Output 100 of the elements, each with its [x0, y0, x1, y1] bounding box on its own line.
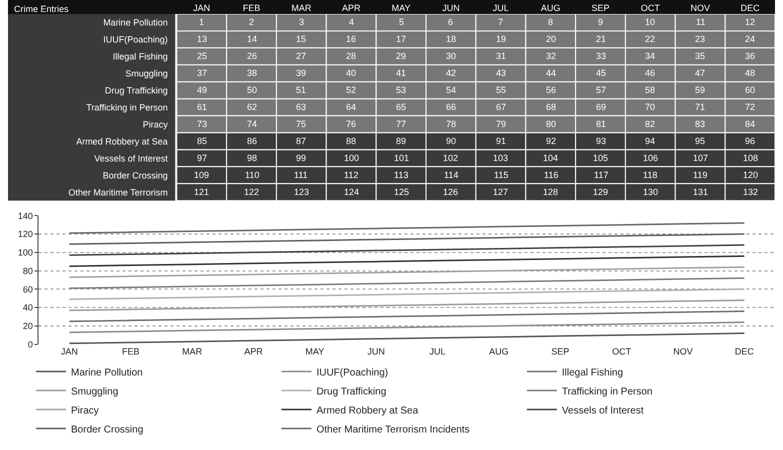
line-series [68, 310, 746, 322]
data-label: 42 [446, 68, 456, 78]
y-tick-label: 80 [22, 266, 33, 276]
data-label: 61 [197, 102, 208, 112]
data-label: 114 [444, 170, 458, 180]
x-tick-label: AUG [489, 346, 509, 356]
data-label: 14 [247, 34, 258, 44]
data-label: 39 [296, 68, 306, 78]
data-label: 17 [396, 34, 406, 44]
x-tick-label: AUG [540, 3, 560, 14]
data-label: 28 [346, 51, 356, 61]
data-label: 96 [745, 136, 756, 146]
data-label: 121 [194, 187, 210, 197]
data-label: 116 [544, 170, 558, 180]
data-label: 130 [643, 187, 658, 197]
x-tick-label: APR [342, 3, 361, 14]
data-label: 82 [645, 119, 656, 129]
y-tick-label: 0 [28, 339, 33, 350]
data-label: 19 [496, 34, 506, 44]
data-label: 112 [344, 170, 358, 180]
data-label: 120 [743, 170, 758, 180]
data-label: 119 [693, 170, 708, 180]
data-label: 122 [244, 187, 260, 197]
legend-label: Other Maritime Terrorism Incidents [316, 424, 470, 436]
data-label: 57 [596, 85, 606, 95]
data-label: 56 [546, 85, 556, 95]
data-label: 25 [197, 51, 208, 61]
y-tick-label: Other Maritime Terrorism [68, 187, 168, 198]
x-tick-label: NOV [690, 3, 710, 14]
x-tick-label: JUL [492, 3, 509, 14]
data-label: 127 [493, 187, 508, 197]
x-tick-label: FEB [122, 346, 140, 356]
data-label: 37 [197, 68, 208, 78]
data-label: 64 [346, 102, 356, 112]
x-tick-label: NOV [673, 346, 693, 356]
data-label: 10 [645, 17, 656, 27]
data-label: 16 [346, 34, 356, 44]
legend-label: Vessels of Interest [562, 405, 644, 416]
data-label: 128 [543, 187, 558, 197]
data-label: 115 [494, 170, 508, 180]
data-label: 8 [548, 17, 554, 27]
data-label: 6 [448, 17, 454, 27]
data-label: 59 [695, 85, 706, 95]
data-label: 86 [247, 136, 258, 146]
data-label: 68 [546, 102, 556, 112]
data-label: 38 [247, 68, 258, 78]
data-label: 113 [394, 170, 408, 180]
data-label: 93 [596, 136, 606, 146]
data-label: 79 [496, 119, 506, 129]
x-tick-label: FEB [242, 3, 260, 14]
data-label: 29 [396, 51, 406, 61]
data-label: 87 [296, 136, 306, 146]
legend-label: Illegal Fishing [562, 367, 624, 378]
data-label: 118 [643, 170, 658, 180]
data-label: 108 [743, 153, 758, 163]
y-tick-label: Drug Trafficking [104, 85, 168, 96]
data-label: 50 [247, 85, 258, 95]
text: Crime Entries [14, 4, 70, 14]
data-label: 100 [344, 153, 360, 163]
y-tick-label: 120 [18, 229, 33, 240]
y-tick-label: Armed Robbery at Sea [76, 136, 168, 146]
y-tick-label: IUUF(Poaching) [103, 34, 168, 45]
data-label: 51 [296, 85, 306, 95]
line-series [68, 244, 746, 256]
data-label: 75 [296, 119, 306, 129]
x-tick-label: OCT [612, 346, 632, 356]
data-label: 62 [247, 102, 258, 112]
data-label: 72 [745, 102, 756, 112]
data-label: 103 [493, 153, 508, 163]
data-label: 89 [396, 136, 406, 146]
data-label: 9 [598, 17, 604, 27]
y-tick-label: Marine Pollution [103, 18, 168, 28]
x-tick-label: JAN [193, 3, 210, 14]
legend-label: Armed Robbery at Sea [316, 405, 419, 416]
data-label: 71 [695, 102, 706, 112]
data-label: 35 [695, 51, 706, 61]
line-series [68, 332, 746, 344]
data-label: 20 [546, 34, 556, 44]
line-series [68, 255, 746, 267]
data-label: 12 [745, 17, 756, 27]
data-label: 22 [645, 34, 656, 44]
data-label: 88 [346, 136, 356, 146]
x-tick-label: OCT [640, 3, 660, 14]
x-tick-label: SEP [592, 3, 610, 14]
data-label: 31 [496, 51, 506, 61]
data-label: 111 [294, 170, 308, 180]
data-label: 1 [199, 17, 204, 27]
data-label: 99 [296, 153, 306, 163]
line-series [68, 233, 746, 245]
data-label: 69 [596, 102, 606, 112]
y-tick-label: 40 [22, 302, 33, 313]
data-label: 123 [294, 187, 310, 197]
x-tick-label: DEC [740, 3, 760, 14]
x-tick-label: MAY [392, 3, 411, 14]
y-tick-label: Vessels of Interest [94, 153, 168, 164]
y-tick-label: Trafficking in Person [86, 102, 168, 112]
x-tick-label: MAY [305, 346, 324, 356]
data-label: 105 [593, 153, 608, 163]
line-series [68, 277, 746, 289]
data-label: 33 [596, 51, 606, 61]
